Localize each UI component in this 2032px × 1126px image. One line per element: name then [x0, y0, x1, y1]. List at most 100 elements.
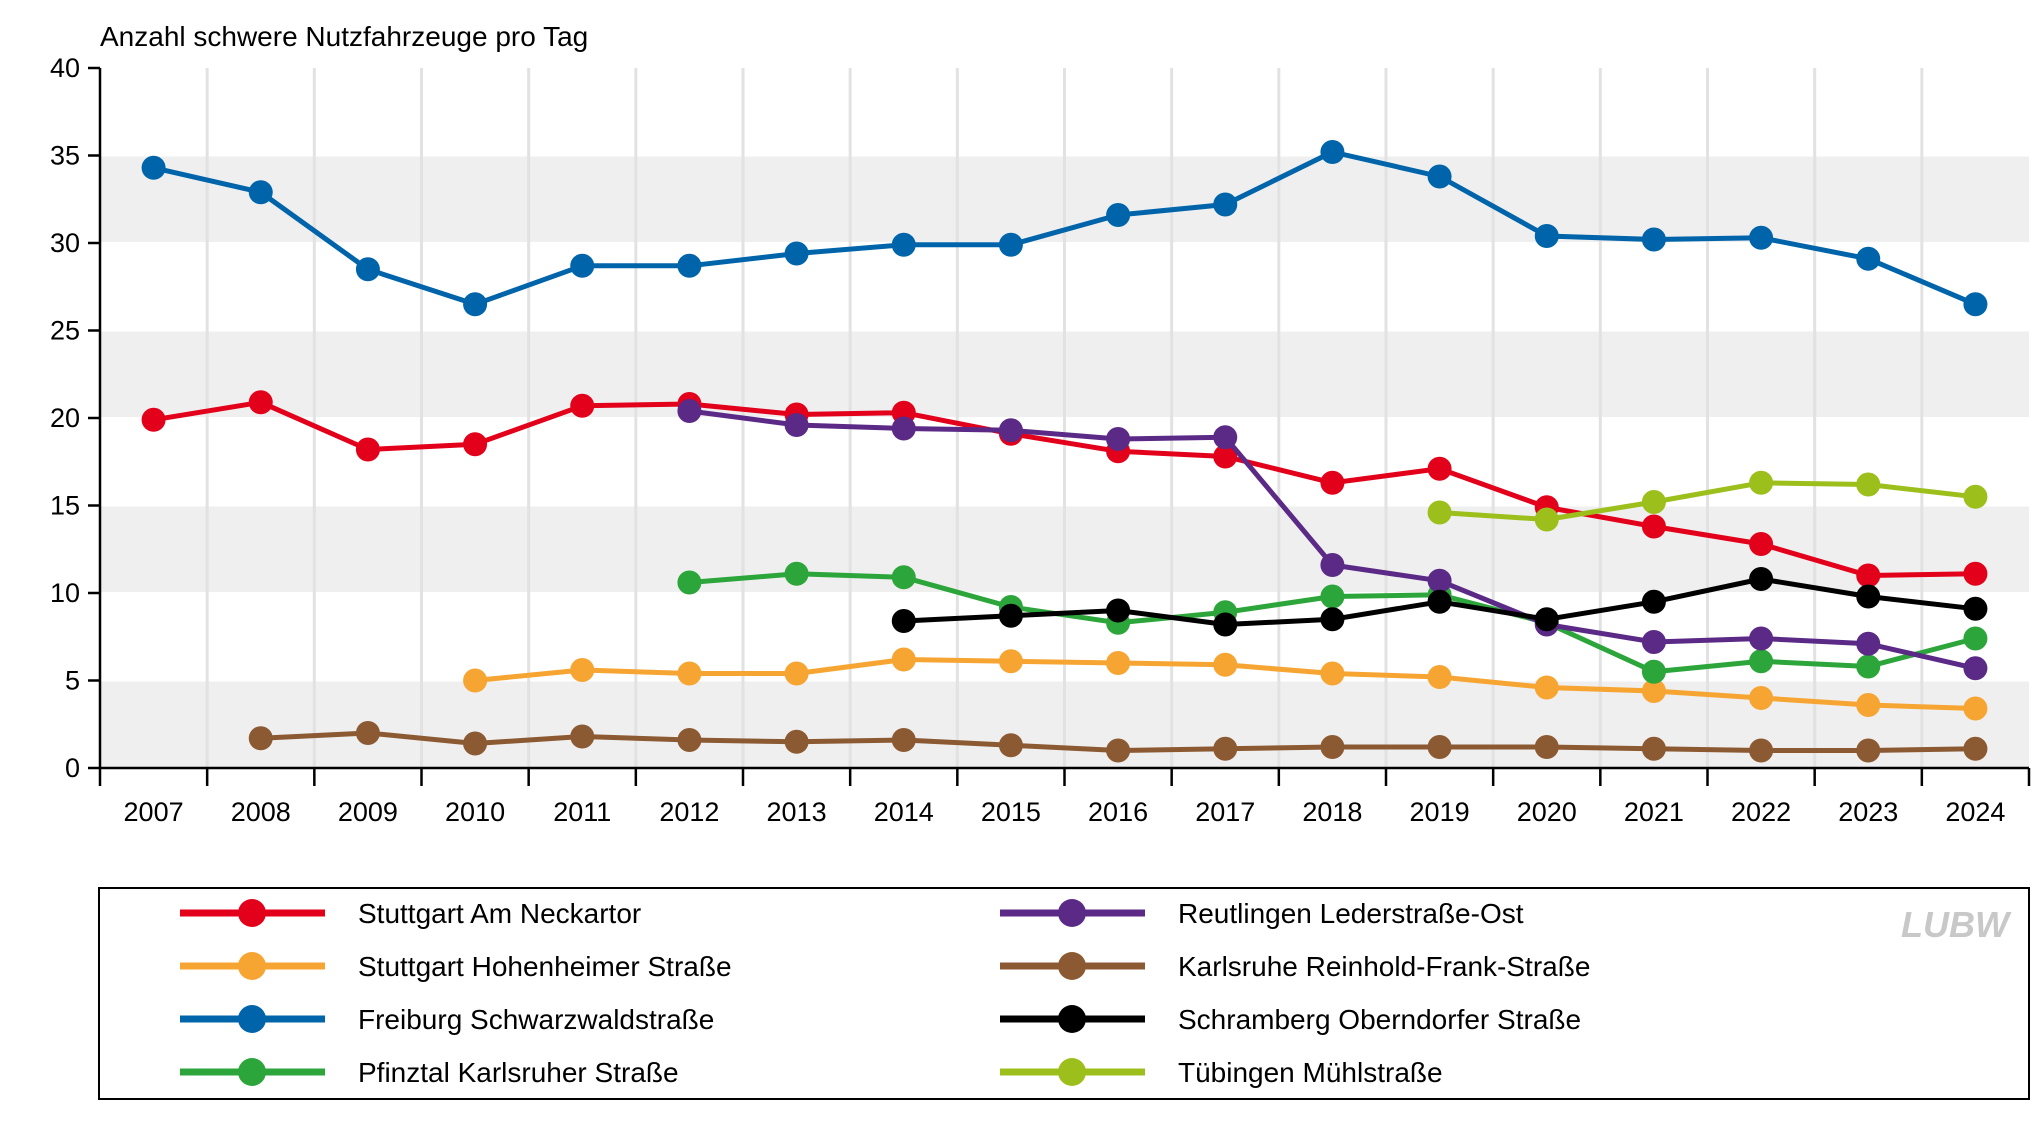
data-point	[1641, 630, 1666, 654]
x-tick-label: 2020	[1517, 797, 1577, 827]
x-tick-label: 2017	[1195, 797, 1255, 827]
x-tick-label: 2014	[874, 797, 934, 827]
data-point	[1749, 225, 1774, 250]
legend-swatch-marker	[1058, 1005, 1086, 1033]
data-point	[1856, 631, 1881, 656]
x-tick-label: 2019	[1410, 797, 1470, 827]
legend-label: Pfinztal Karlsruher Straße	[358, 1057, 679, 1088]
data-point	[1963, 696, 1988, 721]
data-point	[1320, 584, 1345, 609]
series-line	[153, 149, 1977, 307]
data-point	[1641, 736, 1666, 761]
data-point	[1320, 470, 1345, 495]
data-point	[1534, 675, 1559, 700]
logo: LUBW	[1901, 904, 2012, 945]
data-point	[998, 649, 1023, 674]
data-point	[1856, 584, 1881, 609]
x-tick-label: 2022	[1731, 797, 1791, 827]
series-stuttgart-hohenheimer-straße	[463, 647, 1988, 721]
data-point	[355, 437, 380, 462]
y-tick-label: 15	[50, 491, 80, 521]
data-point	[1427, 665, 1452, 689]
data-point	[1427, 456, 1452, 481]
y-axis-ticks: 0 5 10 15 20 25 30 35 40	[50, 53, 100, 783]
series-tübingen-mühlstraße	[1427, 470, 1988, 532]
x-tick-label: 2023	[1838, 797, 1898, 827]
legend-item: Pfinztal Karlsruher Straße	[180, 1057, 679, 1088]
data-point	[1749, 470, 1774, 495]
data-point	[677, 661, 702, 686]
y-tick-label: 5	[65, 666, 80, 696]
data-point	[1427, 589, 1452, 614]
legend-item: Freiburg Schwarzwaldstraße	[180, 1004, 714, 1035]
data-point	[1534, 224, 1559, 248]
x-tick-label: 2013	[767, 797, 827, 827]
data-point	[998, 603, 1023, 628]
data-point	[1641, 679, 1666, 703]
data-point	[1320, 735, 1345, 759]
legend-label: Karlsruhe Reinhold-Frank-Straße	[1178, 951, 1590, 982]
data-point	[1106, 598, 1131, 623]
x-tick-label: 2007	[124, 797, 184, 827]
data-point	[1213, 444, 1238, 469]
x-tick-label: 2008	[231, 797, 291, 827]
data-point	[1641, 490, 1666, 514]
data-point	[1856, 693, 1881, 717]
data-point	[248, 180, 273, 205]
series-line	[153, 399, 1976, 578]
x-axis-ticks: 2007 2008 2009 2010 2011 2012 2013 2014 2015 2016…	[98, 768, 2031, 827]
x-tick-label: 2015	[981, 797, 1041, 827]
data-point	[1749, 649, 1774, 674]
data-point	[1534, 735, 1559, 759]
y-tick-label: 40	[50, 53, 80, 83]
data-point	[1856, 738, 1881, 763]
data-point	[1213, 425, 1238, 450]
data-point	[248, 390, 273, 415]
legend-item: Karlsruhe Reinhold-Frank-Straße	[1000, 951, 1590, 982]
x-tick-label: 2024	[1945, 797, 2005, 827]
x-tick-label: 2021	[1624, 797, 1684, 827]
data-point	[784, 561, 809, 586]
data-point	[1856, 472, 1881, 497]
y-tick-label: 25	[50, 316, 80, 346]
data-point	[1963, 656, 1988, 681]
data-point	[1749, 567, 1774, 591]
data-point	[891, 609, 916, 633]
data-point	[784, 729, 809, 754]
legend-swatch-marker	[238, 952, 266, 980]
data-point	[998, 733, 1023, 758]
data-point	[1856, 246, 1881, 271]
data-point	[1641, 659, 1666, 684]
series-reutlingen-lederstraße-ost	[677, 399, 1988, 681]
data-point	[1320, 140, 1345, 164]
x-tick-label: 2009	[338, 797, 398, 827]
data-point	[1106, 651, 1131, 675]
data-point	[1856, 654, 1881, 679]
legend-swatch-marker	[1058, 1058, 1086, 1086]
data-point	[1320, 553, 1345, 577]
data-point	[1963, 626, 1988, 651]
data-point	[1749, 532, 1774, 556]
legend-swatch-marker	[1058, 899, 1086, 927]
data-point	[1213, 652, 1238, 677]
data-point	[248, 726, 273, 751]
data-point	[891, 416, 916, 441]
legend-swatch-marker	[1058, 952, 1086, 980]
data-point	[1106, 427, 1131, 451]
series-karlsruhe-reinhold-frank-straße	[248, 721, 1988, 763]
y-tick-label: 20	[50, 403, 80, 433]
data-point	[1213, 612, 1238, 637]
data-point	[355, 257, 380, 282]
data-point	[1320, 607, 1345, 632]
data-point	[677, 253, 702, 278]
x-tick-label: 2010	[445, 797, 505, 827]
legend-item: Reutlingen Lederstraße-Ost	[1000, 898, 1524, 929]
data-point	[784, 241, 809, 266]
data-point	[1106, 738, 1131, 763]
legend-swatch-marker	[238, 899, 266, 927]
y-tick-label: 10	[50, 578, 80, 608]
data-point	[1641, 589, 1666, 614]
legend-swatch-marker	[238, 1058, 266, 1086]
data-point	[1427, 500, 1452, 525]
data-point	[1427, 735, 1452, 759]
